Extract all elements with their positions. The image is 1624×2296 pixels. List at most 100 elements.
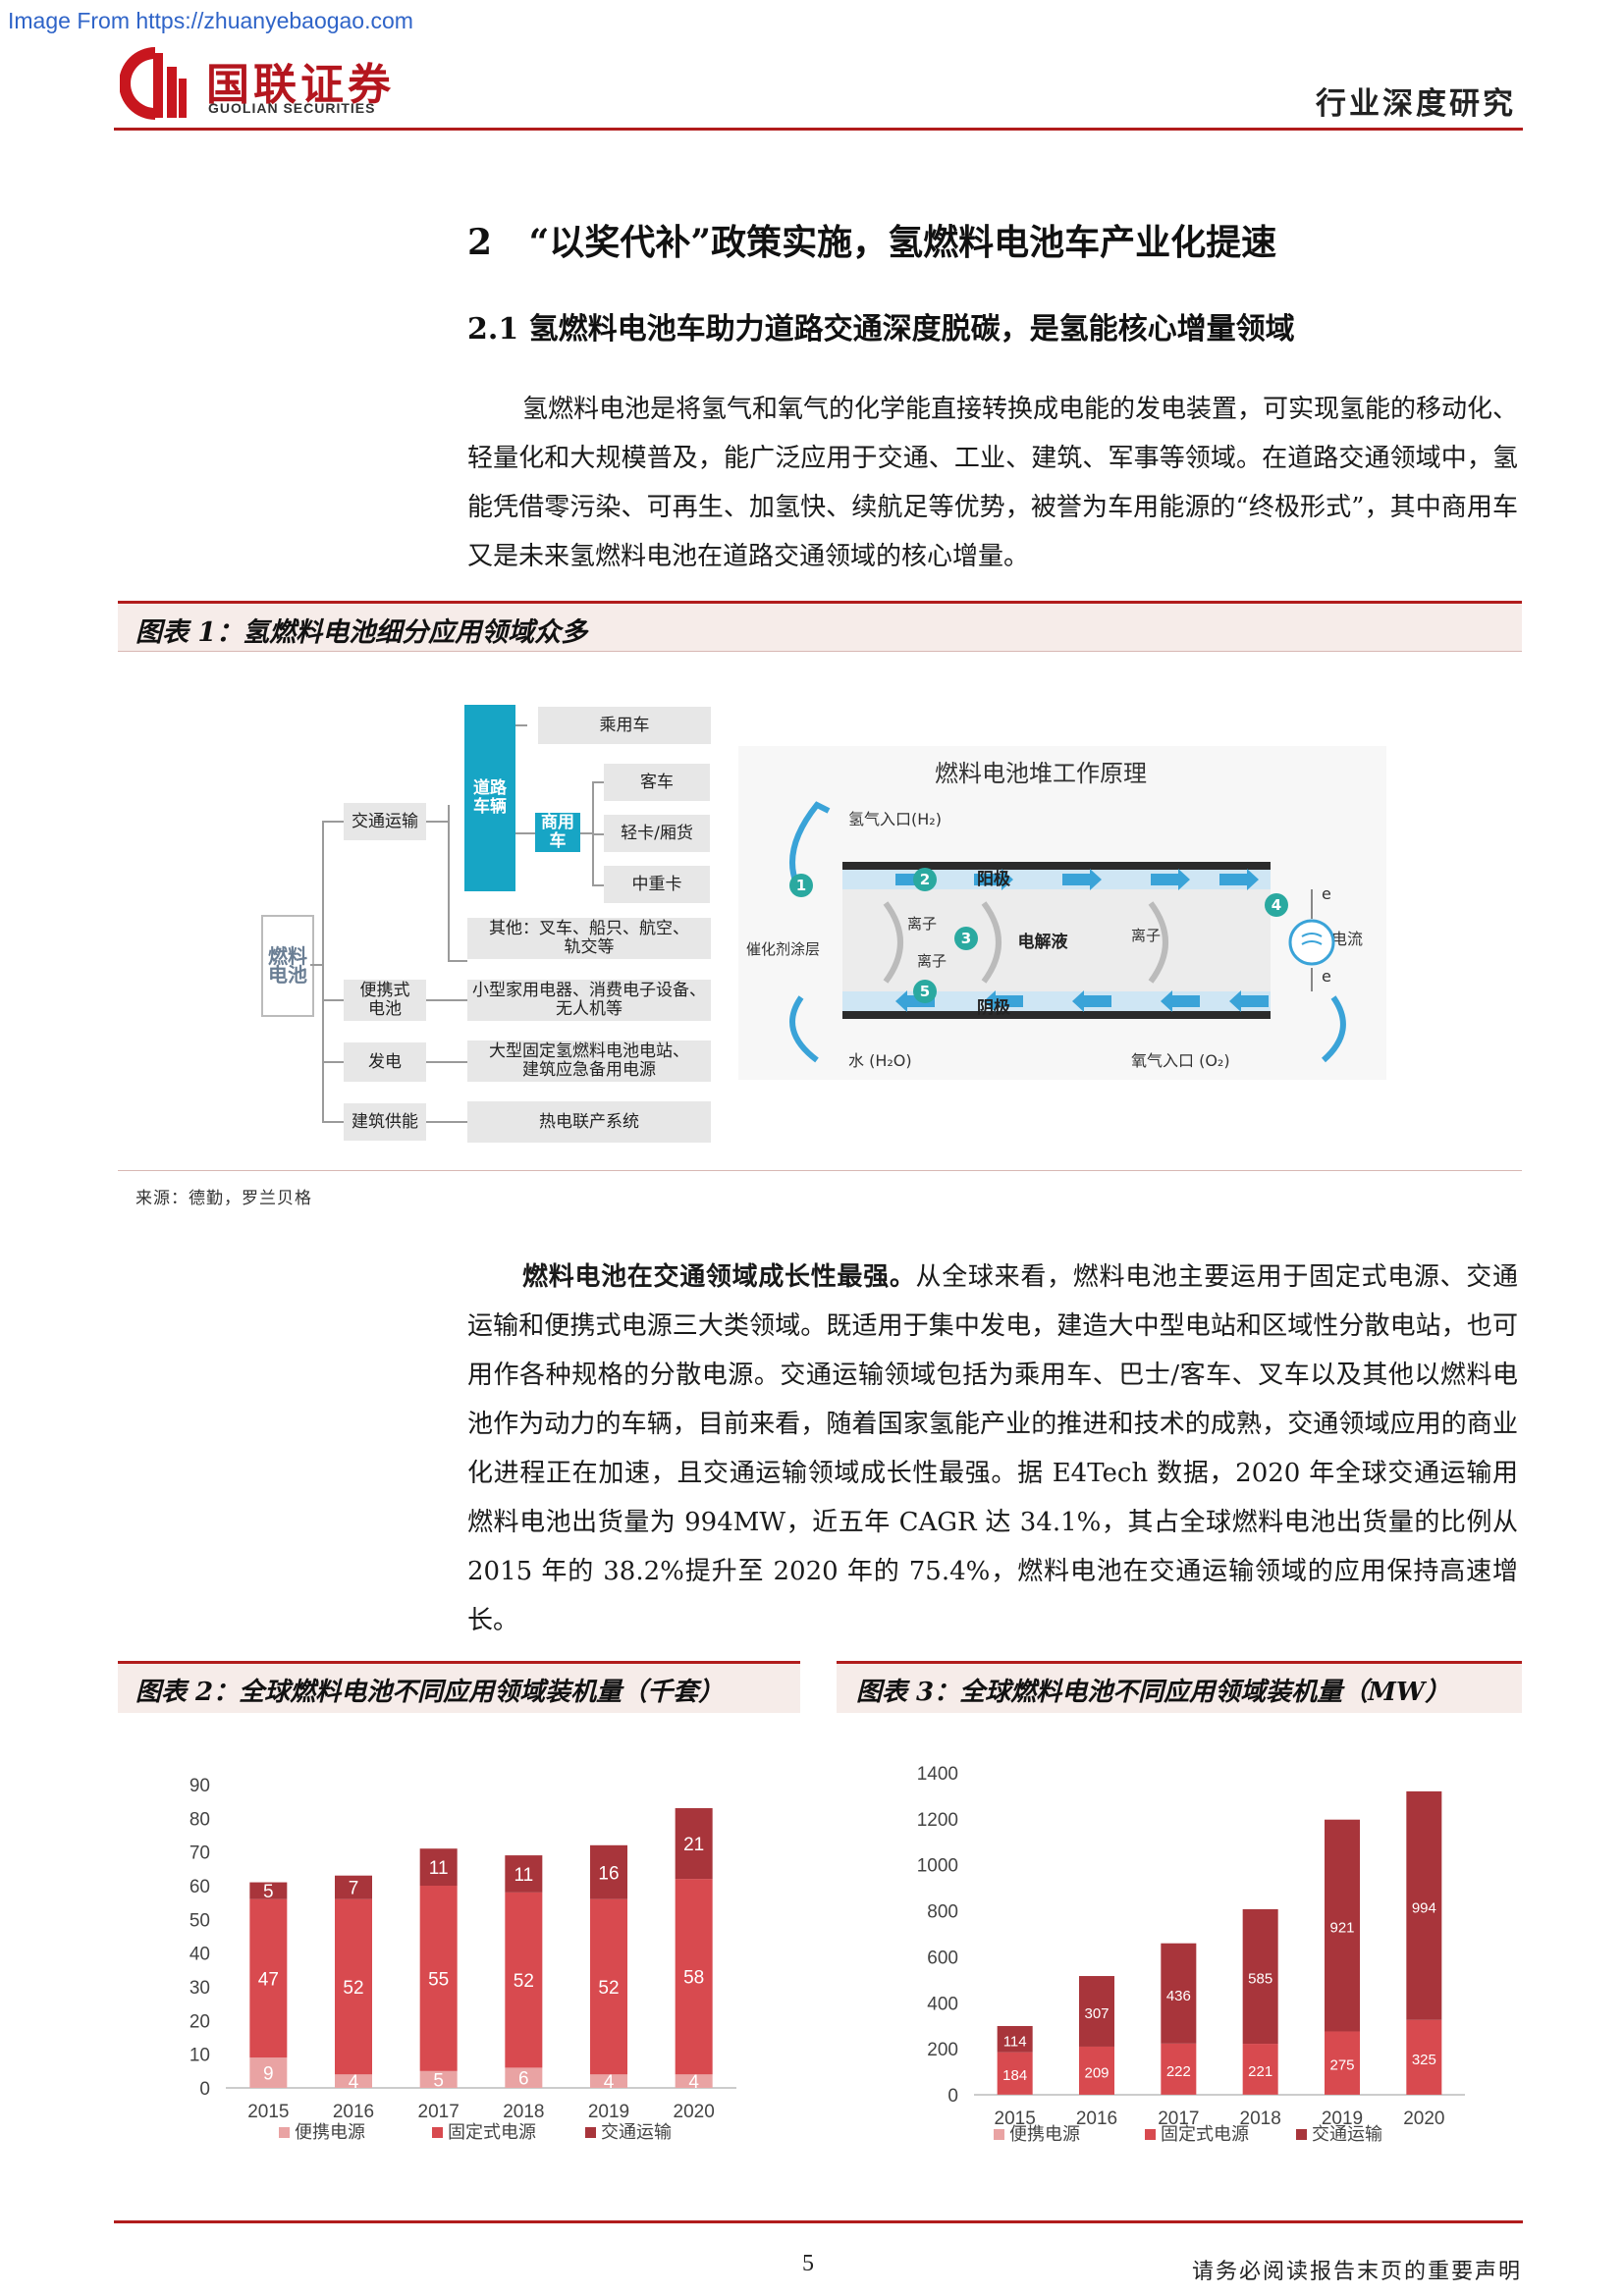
x-tick-label: 2015 — [995, 2109, 1036, 2129]
footer-disclaimer: 请务必阅读报告末页的重要声明 — [1191, 2260, 1522, 2284]
tree-node-light-truck: 轻卡/厢货 — [604, 815, 710, 852]
data-label: 114 — [1003, 2033, 1027, 2050]
figure3-top-rule — [837, 1661, 1522, 1664]
y-tick-label: 90 — [189, 1776, 210, 1796]
legend-swatch — [994, 2129, 1004, 2140]
tree-node-heavy-truck: 中重卡 — [604, 866, 710, 903]
tree-node-passenger: 乘用车 — [538, 707, 711, 744]
tree-connector — [515, 832, 535, 834]
bar-segment-便携电源 — [675, 2074, 713, 2088]
top-plate — [842, 862, 1271, 870]
tree-connector — [426, 1121, 467, 1123]
tree-node-transport: 交通运输 — [344, 803, 426, 840]
brand-name-en: GUOLIAN SECURITIES — [208, 100, 376, 116]
tree-connector — [580, 832, 592, 834]
tree-connector — [310, 964, 322, 966]
current-label: 电流 — [1331, 930, 1363, 948]
paragraph-body: 从全球来看，燃料电池主要运用于固定式电源、交通运输和便携式电源三大类领域。既适用… — [467, 1262, 1518, 1635]
legend-swatch — [1145, 2129, 1156, 2140]
data-label: 52 — [598, 1978, 619, 1999]
cathode-arrows — [895, 990, 1269, 1012]
bar-segment-固定式电源 — [505, 1892, 543, 2068]
bar-segment-固定式电源 — [1325, 2031, 1360, 2095]
tree-connector — [515, 724, 527, 726]
hydrogen-inlet-label: 氢气入口(H₂) — [848, 810, 942, 828]
figure2-top-rule — [118, 1661, 800, 1664]
y-tick-label: 1400 — [917, 1764, 958, 1785]
water-outlet-label: 水 (H₂O) — [848, 1051, 912, 1070]
figure1-title-bar — [118, 604, 1522, 651]
figure2-title: 图表 2：全球燃料电池不同应用领域装机量（千套） — [135, 1678, 725, 1707]
bar-segment-交通运输 — [419, 1848, 458, 1886]
bar-segment-固定式电源 — [1161, 2043, 1197, 2095]
intro-text: 氢燃料电池是将氢气和氧气的化学能直接转换成电能的发电装置，可实现氢能的移动化、轻… — [467, 395, 1519, 571]
legend-label: 固定式电源 — [448, 2122, 536, 2143]
tree-node-commercial: 商用 车 — [535, 813, 580, 852]
current-wave-icon — [1301, 933, 1323, 945]
tree-connector — [322, 1121, 344, 1123]
figure1-sub-rule — [118, 651, 1522, 652]
transport-paragraph: 燃料电池在交通领域成长性最强。从全球来看，燃料电池主要运用于固定式电源、交通运输… — [467, 1253, 1518, 1645]
bar-segment-固定式电源 — [419, 1886, 458, 2071]
data-label: 307 — [1084, 2005, 1109, 2022]
figure2-title-bar — [118, 1664, 800, 1713]
bar-segment-交通运输 — [1406, 1790, 1442, 2020]
tree-root-fuel-cell: 燃料 电池 — [261, 915, 314, 1017]
bar-segment-固定式电源 — [249, 1898, 288, 2058]
tree-connector — [592, 833, 604, 835]
bar-segment-便携电源 — [335, 2074, 372, 2088]
step-3: 3 — [961, 930, 971, 947]
data-label: 921 — [1329, 1920, 1354, 1937]
bar-segment-固定式电源 — [675, 1879, 713, 2075]
tree-connector — [322, 821, 344, 823]
y-tick-label: 800 — [927, 1902, 958, 1923]
o2-in-arrow — [1321, 995, 1346, 1063]
x-tick-label: 2017 — [418, 2102, 460, 2122]
figure1-top-rule — [118, 601, 1522, 604]
chart-installed-capacity: 02004006008001000120014000.918411420150.… — [886, 1745, 1475, 2167]
bar-segment-便携电源 — [419, 2070, 458, 2088]
data-label: 5 — [263, 1882, 274, 1902]
bar-segment-固定式电源 — [1242, 2044, 1278, 2095]
data-label: 52 — [343, 1978, 363, 1999]
legend-label: 交通运输 — [601, 2122, 672, 2143]
data-label: 222 — [1166, 2063, 1191, 2080]
legend-swatch — [1296, 2129, 1307, 2140]
anode-label: 阳极 — [977, 870, 1010, 889]
data-label: 221 — [1248, 2063, 1272, 2080]
data-label: 5 — [433, 2070, 444, 2091]
data-label: 7 — [349, 1879, 359, 1899]
tree-connector — [426, 821, 448, 823]
ion-label-3: 离子 — [1131, 927, 1161, 944]
figure3-title-bar — [837, 1664, 1522, 1713]
legend-label: 交通运输 — [1312, 2124, 1382, 2145]
subsection-heading: 2.1 氢燃料电池车助力道路交通深度脱碳，是氢能核心增量领域 — [467, 312, 1295, 347]
data-label: 4 — [688, 2072, 699, 2093]
bar-segment-交通运输 — [505, 1855, 543, 1893]
data-label: 4 — [604, 2072, 615, 2093]
data-label: 4 — [349, 2072, 359, 2093]
tree-node-portable: 便携式 电池 — [344, 980, 426, 1021]
y-tick-label: 60 — [189, 1877, 210, 1897]
y-tick-label: 10 — [189, 2046, 210, 2066]
x-tick-label: 2018 — [1240, 2109, 1281, 2129]
data-label: 9 — [263, 2064, 274, 2085]
x-tick-label: 2020 — [1403, 2109, 1444, 2129]
section-heading: 2 “以奖代补”政策实施，氢燃料电池车产业化提速 — [467, 222, 1277, 263]
watermark[interactable]: Image From https://zhuanyebaogao.com — [8, 8, 413, 33]
bar-segment-固定式电源 — [997, 2052, 1033, 2095]
data-label: 275 — [1329, 2057, 1354, 2074]
y-tick-label: 0 — [199, 2079, 210, 2100]
chart-installed-units: 0102030405060708090947520154527201655511… — [157, 1752, 756, 2164]
paragraph-lead: 燃料电池在交通领域成长性最强。 — [522, 1262, 916, 1292]
cathode-label: 阴极 — [977, 998, 1010, 1018]
data-label: 11 — [429, 1858, 449, 1879]
ion-label-1: 离子 — [907, 915, 937, 933]
tree-node-road-vehicle: 道路 车辆 — [464, 705, 515, 891]
tree-node-building: 建筑供能 — [344, 1103, 426, 1141]
bar-segment-交通运输 — [1161, 1943, 1197, 2044]
data-label: 436 — [1166, 1988, 1191, 2004]
y-tick-label: 1000 — [917, 1856, 958, 1877]
y-tick-label: 600 — [927, 1948, 958, 1968]
data-label: 6 — [518, 2069, 529, 2090]
